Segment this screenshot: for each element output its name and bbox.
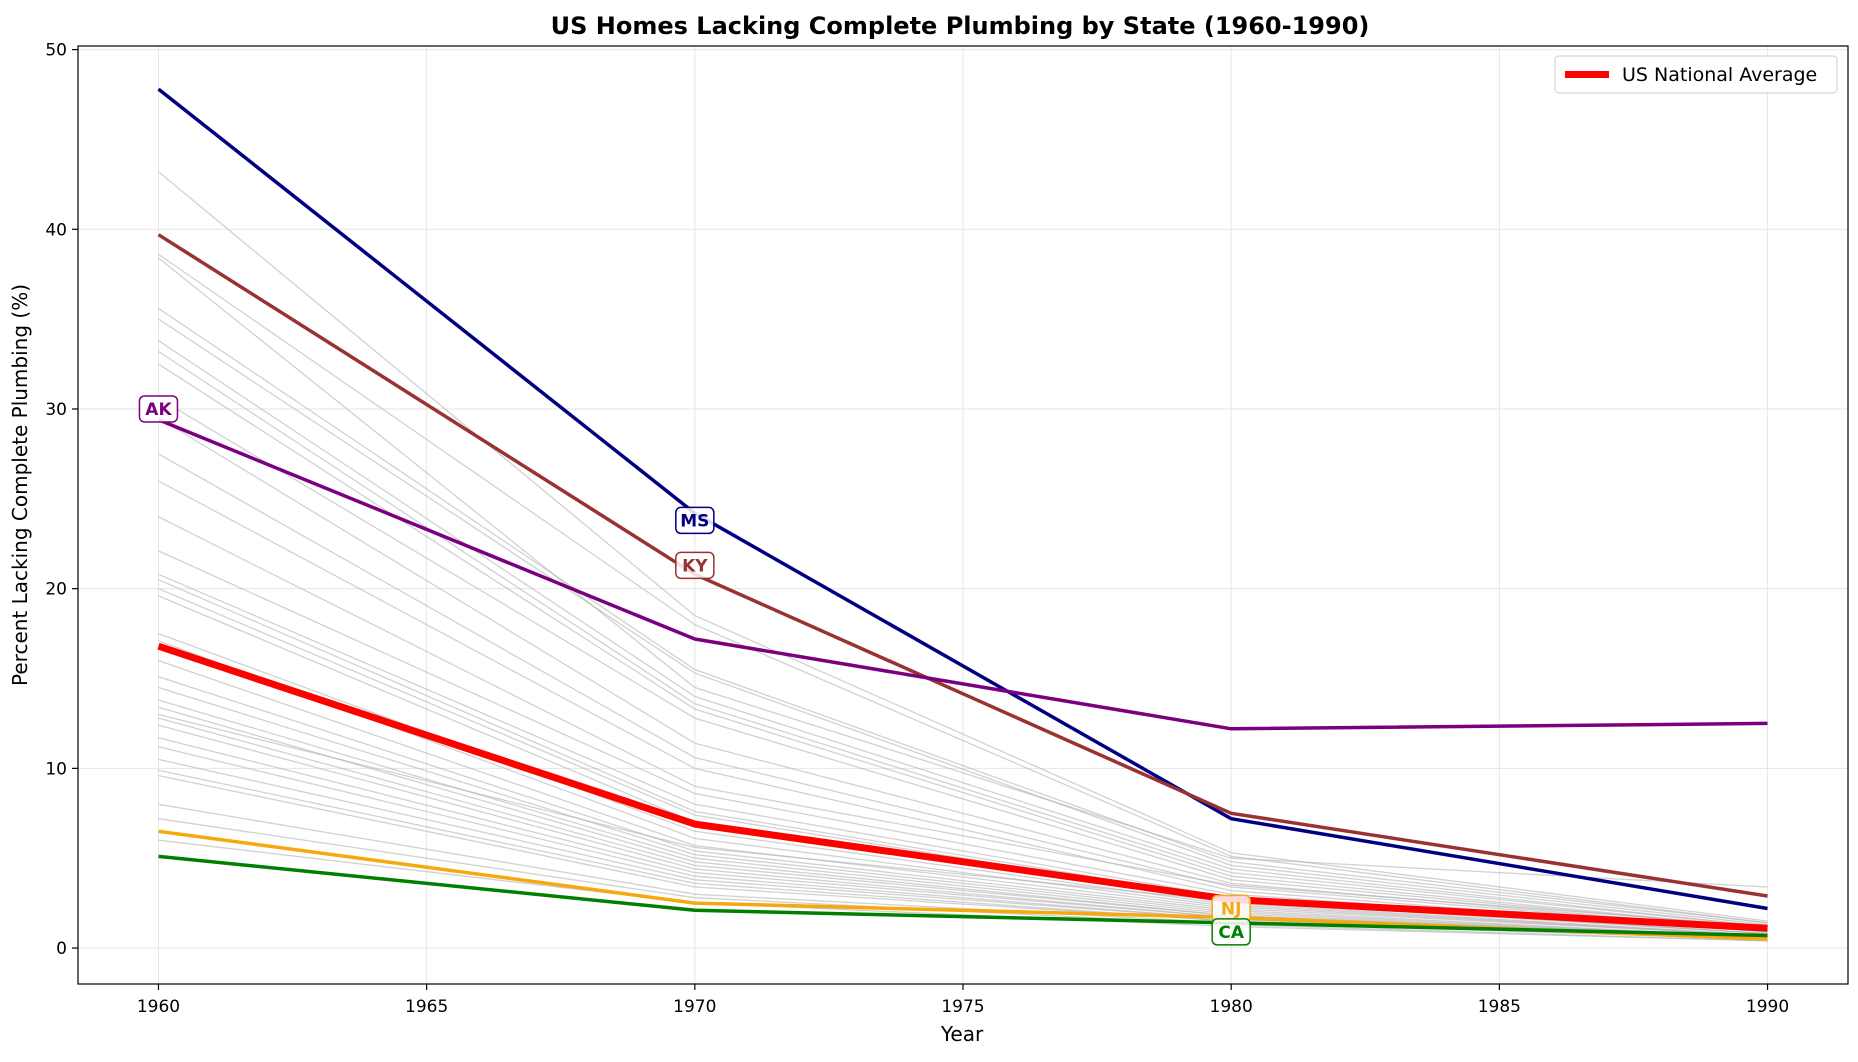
state-series-line xyxy=(158,659,1768,937)
x-tick-label: 1970 xyxy=(673,997,716,1017)
x-tick-label: 1985 xyxy=(1478,997,1521,1017)
state-series-line xyxy=(158,257,1768,888)
plot-area: AK MS KY NJ CA 1960 1965 1970 1975 1980 1985 1990 0 1… xyxy=(45,41,1849,1017)
x-tick-label: 1960 xyxy=(137,997,180,1017)
state-series-line xyxy=(158,363,1768,929)
state-series-line xyxy=(158,417,1768,931)
state-series-line xyxy=(158,307,1768,924)
y-tick-label: 40 xyxy=(45,220,67,240)
x-axis-title: Year xyxy=(940,1022,984,1046)
state-series-line xyxy=(158,699,1768,938)
y-tick-label: 0 xyxy=(56,939,67,959)
annotation-box-ms xyxy=(675,506,715,535)
legend: US National Average xyxy=(1554,55,1838,94)
series-line-us-national-average xyxy=(157,642,1768,932)
annotation-box-ak xyxy=(138,395,179,423)
state-series-line xyxy=(158,318,1768,926)
series-line-ky xyxy=(157,233,1768,898)
state-series-line xyxy=(158,640,1768,937)
state-series-line xyxy=(158,453,1768,931)
x-tick-label: 1975 xyxy=(941,997,984,1017)
y-tick-label: 10 xyxy=(45,759,67,779)
annotation-label-ca: CA xyxy=(1218,923,1244,943)
state-series-line xyxy=(158,340,1768,928)
series-line-ca xyxy=(158,854,1768,938)
annotation-box-ky xyxy=(675,551,715,580)
legend-box xyxy=(1554,55,1838,94)
y-tick-label: 50 xyxy=(45,41,67,61)
annotation-label-nj: NJ xyxy=(1221,900,1242,920)
y-tick-label: 30 xyxy=(45,400,67,420)
annotation-box-ca xyxy=(1211,918,1251,946)
series-line-ms xyxy=(157,87,1768,911)
state-series-line xyxy=(158,839,1768,942)
state-series-line xyxy=(158,676,1768,938)
x-tick-label: 1990 xyxy=(1746,997,1789,1017)
chart-title: US Homes Lacking Complete Plumbing by St… xyxy=(551,12,1370,40)
state-series-line xyxy=(158,253,1768,924)
state-series-line xyxy=(158,686,1768,938)
state-series-line xyxy=(158,171,1768,922)
state-series-line xyxy=(158,516,1768,928)
annotation-label-ms: MS xyxy=(680,511,709,531)
y-axis-title: Percent Lacking Complete Plumbing (%) xyxy=(8,284,32,686)
state-series-line xyxy=(158,397,1768,929)
annotation-label-ak: AK xyxy=(145,400,172,420)
state-series-line xyxy=(158,588,1768,935)
x-tick-label: 1965 xyxy=(405,997,448,1017)
series-line-ak xyxy=(157,418,1768,731)
y-tick-label: 20 xyxy=(45,580,67,600)
x-tick-label: 1980 xyxy=(1210,997,1253,1017)
state-series-line xyxy=(158,717,1768,938)
legend-label: US National Average xyxy=(1622,64,1817,86)
annotation-label-ky: KY xyxy=(682,556,708,576)
